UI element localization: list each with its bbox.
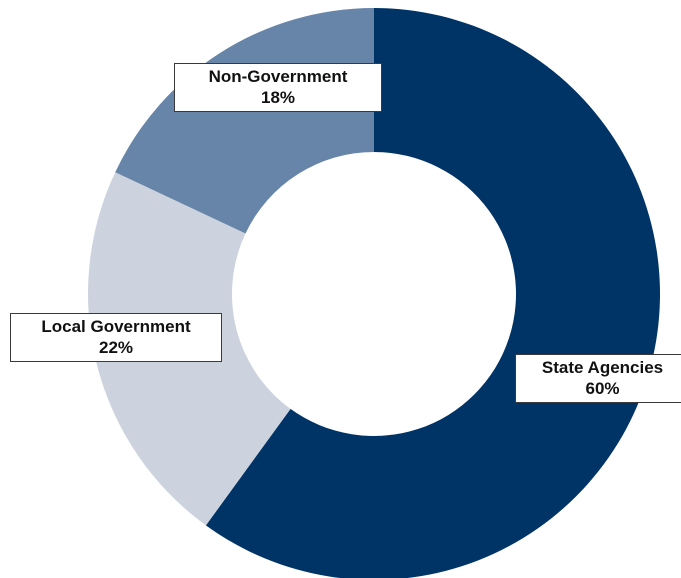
slice-value: 22% (98, 338, 134, 357)
slice-value: 60% (585, 379, 620, 398)
slice-label-local-government: Local Government 22% (10, 313, 222, 362)
slice-state-agencies (205, 8, 660, 578)
slice-label-state-agencies: State Agencies 60% (515, 354, 681, 403)
slice-value: 18% (260, 88, 296, 107)
slice-name: State Agencies (541, 358, 664, 377)
slice-label-non-government: Non-Government 18% (174, 63, 382, 112)
slice-name: Local Government (41, 317, 191, 336)
slice-name: Non-Government (208, 67, 348, 86)
